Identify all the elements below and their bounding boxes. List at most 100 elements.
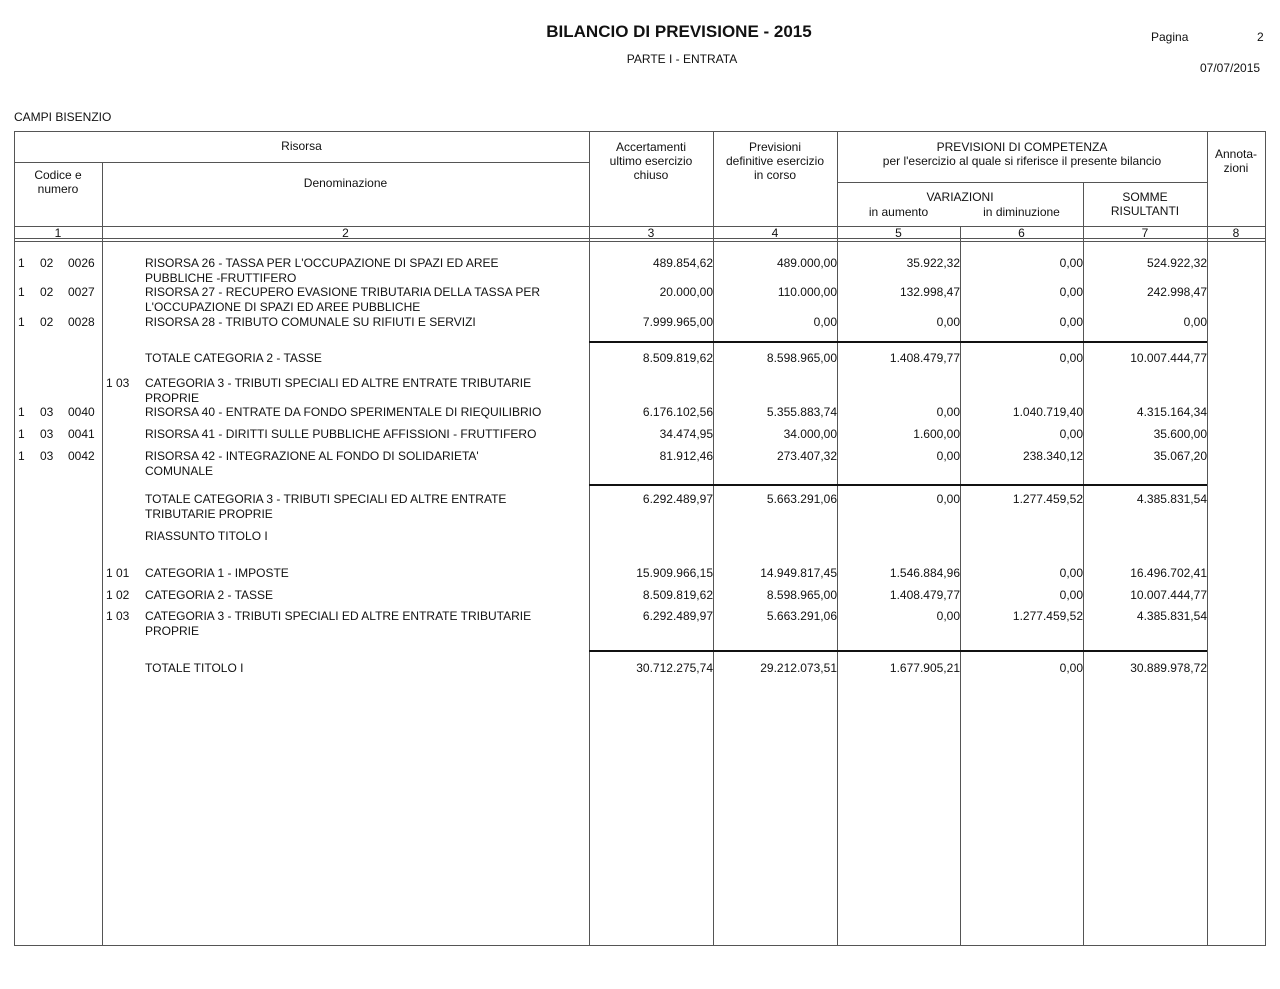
row-code: 02	[40, 315, 54, 329]
row-value: 1.277.459,52	[1012, 609, 1083, 623]
row-value: 1.546.884,96	[889, 566, 960, 580]
row-value: 10.007.444,77	[1130, 351, 1207, 365]
row-value: 5.663.291,06	[766, 609, 837, 623]
row-value: 0,00	[1059, 661, 1083, 675]
row-value: 6.292.489,97	[642, 492, 713, 506]
row-value: 4.385.831,54	[1136, 492, 1207, 506]
row-code: 1	[18, 285, 25, 299]
row-value: 0,00	[936, 405, 960, 419]
row-code: 0040	[68, 405, 95, 419]
row-description: RISORSA 41 - DIRITTI SULLE PUBBLICHE AFF…	[145, 427, 537, 441]
column-number: 2	[342, 226, 349, 240]
header-somme-risultanti: SOMME RISULTANTI	[1110, 190, 1180, 218]
row-code: 0026	[68, 256, 95, 270]
header-denominazione: Denominazione	[303, 176, 388, 190]
row-value: 6.292.489,97	[642, 609, 713, 623]
row-description: TRIBUTARIE PROPRIE	[145, 506, 273, 521]
row-value: 34.474,95	[659, 427, 713, 441]
row-description: RISORSA 26 - TASSA PER L'OCCUPAZIONE DI …	[145, 256, 499, 270]
row-code: 0027	[68, 285, 95, 299]
column-number: 1	[54, 226, 62, 240]
header-in-aumento: in aumento	[868, 205, 929, 219]
header-variazioni: VARIAZIONI	[926, 190, 994, 204]
header-risorsa: Risorsa	[281, 139, 322, 153]
row-description: PUBBLICHE -FRUTTIFERO	[145, 270, 297, 285]
row-value: 8.509.819,62	[642, 588, 713, 602]
header-previsioni-competenza: PREVISIONI DI COMPETENZA per l'esercizio …	[882, 140, 1162, 168]
row-description: TOTALE CATEGORIA 3 - TRIBUTI SPECIALI ED…	[145, 492, 507, 506]
row-value: 0,00	[1059, 285, 1083, 299]
row-code: 0041	[68, 427, 95, 441]
row-description: CATEGORIA 1 - IMPOSTE	[145, 566, 289, 580]
row-value: 0,00	[936, 609, 960, 623]
row-value: 30.712.275,74	[636, 661, 713, 675]
row-description: CATEGORIA 3 - TRIBUTI SPECIALI ED ALTRE …	[145, 376, 532, 390]
row-value: 29.212.073,51	[760, 661, 837, 675]
row-value: 489.854,62	[652, 256, 713, 270]
entity-name: CAMPI BISENZIO	[14, 110, 112, 124]
row-description: COMUNALE	[145, 463, 214, 478]
row-value: 5.663.291,06	[766, 492, 837, 506]
row-code: 0042	[68, 449, 95, 463]
header-previsioni-definitive: Previsioni definitive esercizio in corso	[725, 140, 825, 182]
row-code: 1	[18, 256, 25, 270]
row-value: 0,00	[1059, 351, 1083, 365]
row-category-code: 1	[106, 609, 113, 623]
row-value: 81.912,46	[659, 449, 713, 463]
row-code: 02	[40, 256, 54, 270]
row-value: 35.600,00	[1153, 427, 1207, 441]
row-value: 7.999.965,00	[642, 315, 713, 329]
row-category-code: 01	[116, 566, 130, 580]
row-category-code: 03	[116, 609, 130, 623]
row-value: 0,00	[1059, 256, 1083, 270]
row-value: 4.385.831,54	[1136, 609, 1207, 623]
row-value: 1.600,00	[913, 427, 960, 441]
print-date: 07/07/2015	[1200, 61, 1261, 75]
row-code: 03	[40, 405, 54, 419]
column-number: 7	[1141, 226, 1149, 240]
row-value: 34.000,00	[783, 427, 837, 441]
row-value: 35.922,32	[906, 256, 960, 270]
row-description: L'OCCUPAZIONE DI SPAZI ED AREE PUBBLICHE	[145, 299, 421, 314]
row-value: 0,00	[813, 315, 837, 329]
row-value: 0,00	[1059, 588, 1083, 602]
row-value: 8.598.965,00	[766, 351, 837, 365]
row-value: 242.998,47	[1146, 285, 1207, 299]
row-code: 03	[40, 449, 54, 463]
row-value: 0,00	[1059, 427, 1083, 441]
row-category-code: 1	[106, 588, 113, 602]
row-value: 238.340,12	[1022, 449, 1083, 463]
row-value: 110.000,00	[777, 285, 837, 299]
header-accertamenti: Accertamenti ultimo esercizio chiuso	[609, 140, 693, 182]
row-value: 1.408.479,77	[889, 588, 960, 602]
row-description: RIASSUNTO TITOLO I	[145, 529, 268, 543]
row-code: 1	[18, 427, 25, 441]
row-value: 273.407,32	[776, 449, 837, 463]
row-code: 1	[18, 405, 25, 419]
row-description: CATEGORIA 2 - TASSE	[145, 588, 274, 602]
row-value: 0,00	[1059, 315, 1083, 329]
row-description: RISORSA 28 - TRIBUTO COMUNALE SU RIFIUTI…	[145, 315, 476, 329]
row-value: 20.000,00	[659, 285, 713, 299]
row-value: 16.496.702,41	[1130, 566, 1207, 580]
row-value: 1.040.719,40	[1012, 405, 1083, 419]
row-code: 1	[18, 449, 25, 463]
row-category-code: 02	[116, 588, 130, 602]
column-number: 6	[1018, 226, 1025, 240]
row-value: 524.922,32	[1146, 256, 1207, 270]
column-number: 3	[647, 226, 655, 240]
row-category-code: 1	[106, 566, 113, 580]
document-subtitle: PARTE I - ENTRATA	[626, 52, 738, 66]
row-value: 35.067,20	[1153, 449, 1207, 463]
row-value: 15.909.966,15	[636, 566, 713, 580]
column-number: 8	[1232, 226, 1240, 240]
column-number: 5	[895, 226, 902, 240]
row-code: 0028	[68, 315, 95, 329]
row-value: 8.509.819,62	[642, 351, 713, 365]
row-description: TOTALE CATEGORIA 2 - TASSE	[145, 351, 322, 365]
row-value: 1.677.905,21	[889, 661, 960, 675]
row-category-code: 03	[116, 376, 130, 390]
row-description: PROPRIE	[145, 390, 200, 405]
page-label: Pagina	[1151, 30, 1189, 44]
